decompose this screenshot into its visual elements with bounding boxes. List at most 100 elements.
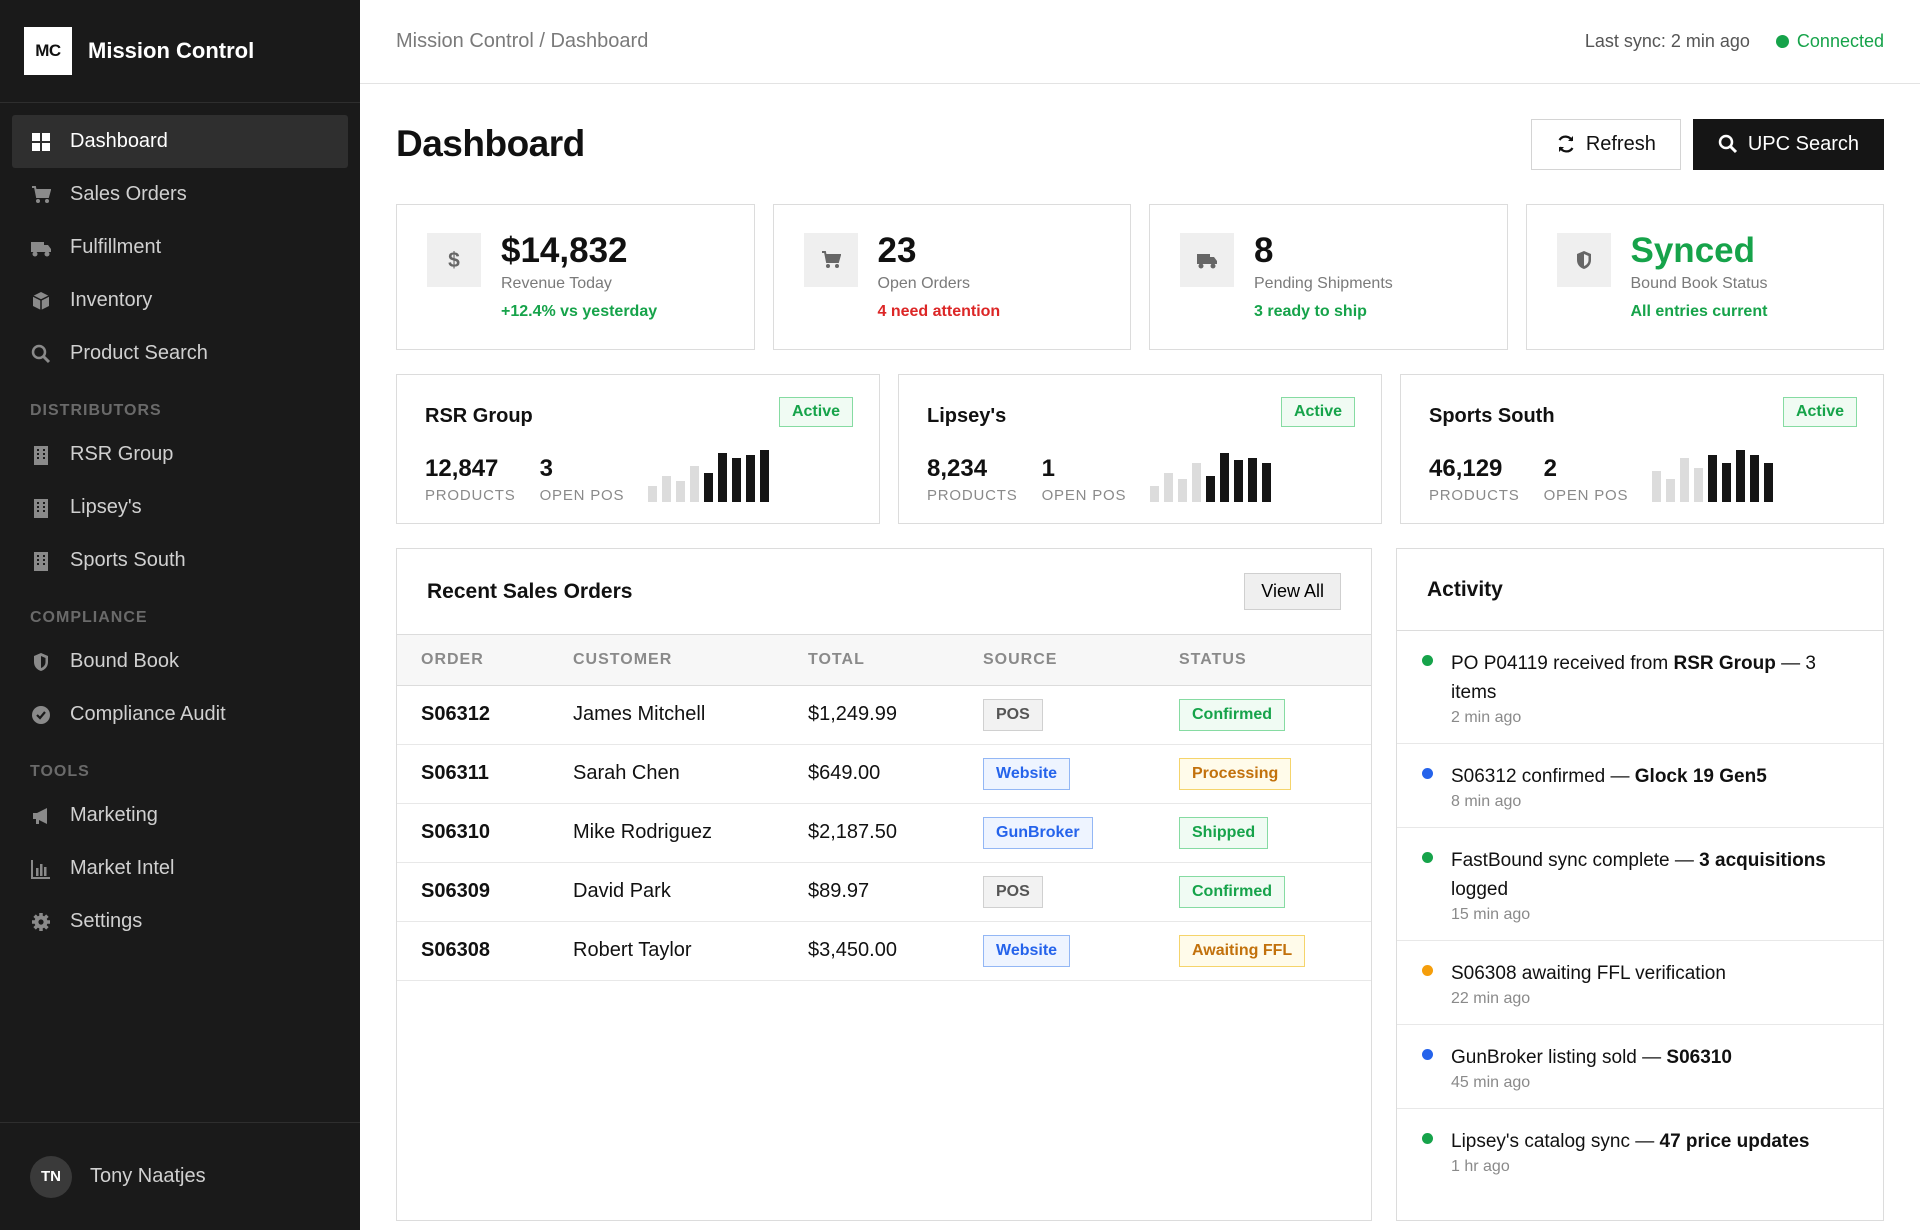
activity-item[interactable]: Lipsey's catalog sync — 47 price updates… [1397, 1109, 1883, 1192]
stat-card-pending-shipments[interactable]: 8 Pending Shipments 3 ready to ship [1149, 204, 1508, 350]
stat-value: 8 [1254, 231, 1274, 270]
sparkline-bar [690, 466, 700, 502]
activity-time: 2 min ago [1451, 709, 1522, 726]
stat-label: Pending Shipments [1254, 275, 1393, 292]
order-id[interactable]: S06310 [397, 803, 573, 863]
table-row[interactable]: S06308 Robert Taylor $3,450.00 Website A… [397, 921, 1371, 981]
activity-title: Activity [1427, 577, 1503, 601]
status-badge: Active [778, 397, 853, 427]
order-total: $89.97 [808, 862, 983, 922]
sidebar-item-bound-book[interactable]: Bound Book [12, 635, 348, 688]
search-icon [30, 343, 52, 365]
sidebar-item-market-intel[interactable]: Market Intel [12, 842, 348, 895]
sidebar-item-fulfillment[interactable]: Fulfillment [12, 221, 348, 274]
stat-value: Synced [1630, 231, 1756, 270]
sidebar-item-sports-south[interactable]: Sports South [12, 534, 348, 587]
refresh-button-label: Refresh [1585, 132, 1656, 155]
sidebar-item-compliance-audit[interactable]: Compliance Audit [12, 688, 348, 741]
column-header-customer[interactable]: CUSTOMER [573, 635, 808, 686]
brand-name: Mission Control [88, 38, 255, 63]
activity-item[interactable]: PO P04119 received from RSR Group — 3 it… [1397, 631, 1883, 744]
activity-item[interactable]: FastBound sync complete — 3 acquisitions… [1397, 828, 1883, 941]
sidebar-item-label: Sales Orders [70, 183, 187, 205]
status-dot-icon [1422, 1049, 1433, 1060]
sparkline-bar [760, 450, 770, 502]
stat-card-revenue[interactable]: $ $14,832 Revenue Today +12.4% vs yester… [396, 204, 755, 350]
sparkline-bar [1652, 471, 1662, 502]
upc-search-button[interactable]: UPC Search [1692, 118, 1884, 170]
status-badge: Shipped [1179, 816, 1269, 849]
stat-card-bound-book[interactable]: Synced Bound Book Status All entries cur… [1525, 204, 1884, 350]
table-row[interactable]: S06310 Mike Rodriguez $2,187.50 GunBroke… [397, 803, 1371, 863]
order-id[interactable]: S06308 [397, 921, 573, 981]
sparkline-bar [746, 455, 756, 502]
status-badge: Confirmed [1179, 698, 1285, 731]
products-count: 46,129 [1429, 455, 1503, 482]
activity-highlight: 3 acquisitions [1699, 850, 1826, 871]
activity-highlight: RSR Group [1673, 653, 1776, 674]
refresh-button[interactable]: Refresh [1530, 118, 1681, 170]
sparkline-bar [1192, 463, 1202, 502]
brand[interactable]: MC Mission Control [0, 0, 360, 103]
activity-item[interactable]: S06308 awaiting FFL verification 22 min … [1397, 941, 1883, 1025]
sidebar-item-rsr-group[interactable]: RSR Group [12, 428, 348, 481]
sidebar-item-dashboard[interactable]: Dashboard [12, 115, 348, 168]
sparkline [1150, 448, 1272, 502]
open-pos-count: 2 [1543, 455, 1557, 482]
stat-trend: +12.4% vs yesterday [501, 303, 658, 320]
activity-item[interactable]: GunBroker listing sold — S06310 45 min a… [1397, 1025, 1883, 1109]
sidebar-nav: Dashboard Sales Orders Fulfillment Inven… [0, 103, 360, 948]
products-label: PRODUCTS [425, 487, 516, 504]
sparkline-bar [1750, 455, 1760, 502]
sidebar-item-sales-orders[interactable]: Sales Orders [12, 168, 348, 221]
stat-card-open-orders[interactable]: 23 Open Orders 4 need attention [772, 204, 1131, 350]
sidebar-item-lipseys[interactable]: Lipsey's [12, 481, 348, 534]
sidebar-item-marketing[interactable]: Marketing [12, 789, 348, 842]
column-header-order[interactable]: ORDER [397, 635, 573, 686]
order-total: $1,249.99 [808, 685, 983, 745]
column-header-total[interactable]: TOTAL [808, 635, 983, 686]
sparkline-bar [1694, 468, 1704, 502]
sync-status: Last sync: 2 min ago Connected [1585, 31, 1884, 52]
table-row[interactable]: S06309 David Park $89.97 POS Confirmed [397, 862, 1371, 922]
source-badge: Website [983, 757, 1071, 790]
sparkline-bar [648, 486, 658, 502]
sidebar-item-product-search[interactable]: Product Search [12, 327, 348, 380]
column-header-status[interactable]: STATUS [1179, 635, 1371, 686]
box-icon [30, 290, 52, 312]
distributor-card-rsr-group[interactable]: RSR Group Active 12,847 PRODUCTS 3 OPEN PO… [396, 374, 880, 524]
cart-icon [30, 184, 52, 206]
sidebar-item-label: Dashboard [70, 130, 168, 152]
table-row[interactable]: S06311 Sarah Chen $649.00 Website Proces… [397, 744, 1371, 804]
activity-item[interactable]: S06312 confirmed — Glock 19 Gen5 8 min a… [1397, 744, 1883, 828]
column-header-source[interactable]: SOURCE [983, 635, 1179, 686]
distributor-cards: RSR Group Active 12,847 PRODUCTS 3 OPEN PO… [396, 374, 1884, 524]
sidebar-item-settings[interactable]: Settings [12, 895, 348, 948]
status-badge: Active [1782, 397, 1857, 427]
sparkline-bar [662, 476, 672, 502]
order-id[interactable]: S06311 [397, 744, 573, 804]
activity-highlight: 47 price updates [1659, 1131, 1810, 1152]
sparkline-bar [718, 453, 728, 502]
order-total: $2,187.50 [808, 803, 983, 863]
building-icon [30, 444, 52, 466]
sidebar-item-label: Sports South [70, 549, 186, 571]
user-name: Tony Naatjes [90, 1165, 206, 1187]
breadcrumb: Mission Control / Dashboard [396, 30, 649, 52]
distributor-card-lipseys[interactable]: Lipsey's Active 8,234 PRODUCTS 1 OPEN POS [898, 374, 1382, 524]
order-id[interactable]: S06309 [397, 862, 573, 922]
order-total: $649.00 [808, 744, 983, 804]
order-id[interactable]: S06312 [397, 685, 573, 745]
view-all-button[interactable]: View All [1244, 573, 1341, 610]
activity-highlight: S06310 [1666, 1047, 1732, 1068]
user-profile[interactable]: TN Tony Naatjes [0, 1122, 360, 1230]
sidebar-item-inventory[interactable]: Inventory [12, 274, 348, 327]
sidebar-item-label: Bound Book [70, 650, 179, 672]
distributor-card-sports-south[interactable]: Sports South Active 46,129 PRODUCTS 2 OPEN… [1400, 374, 1884, 524]
bar-chart-icon [30, 858, 52, 880]
customer-name: David Park [573, 862, 808, 922]
truck-icon [30, 237, 52, 259]
products-count: 12,847 [425, 455, 499, 482]
table-row[interactable]: S06312 James Mitchell $1,249.99 POS Conf… [397, 685, 1371, 745]
header-actions: Refresh UPC Search [1530, 118, 1884, 170]
